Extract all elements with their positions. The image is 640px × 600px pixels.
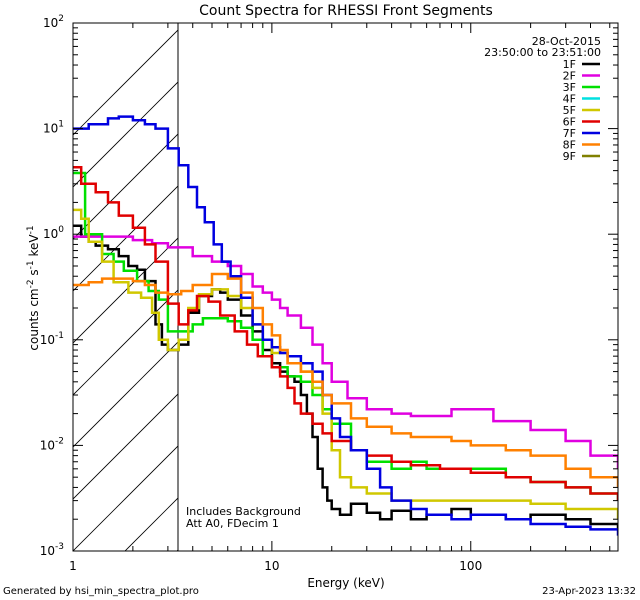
svg-text:counts cm-2 s-1 keV-1: counts cm-2 s-1 keV-1	[26, 225, 41, 350]
y-axis-label-text: counts cm	[27, 288, 41, 350]
annotation-attenuator: Att A0, FDecim 1	[186, 517, 279, 530]
hatch-line	[229, 23, 640, 551]
y-tick-label: 100	[43, 225, 64, 241]
x-axis-label: Energy (keV)	[307, 576, 384, 590]
series-2F	[73, 235, 618, 469]
y-tick-label: 101	[43, 120, 64, 136]
legend-label-1F: 1F	[563, 58, 576, 71]
hatch-line	[385, 23, 640, 551]
hatch-line	[593, 23, 640, 551]
series-group	[73, 115, 618, 536]
hatch-line	[73, 29, 178, 136]
series-7F	[73, 115, 618, 536]
x-tick-label: 100	[459, 559, 482, 573]
y-tick-label: 10-2	[40, 436, 64, 452]
annotation-background: Includes Background	[186, 505, 301, 518]
series-6F	[73, 166, 618, 501]
chart-title: Count Spectra for RHESSI Front Segments	[199, 3, 493, 19]
y-axis-label: counts cm-2 s-1 keV-1	[26, 225, 41, 350]
hatch-line	[73, 237, 178, 344]
axis-ticks: 1 10 100 10-3 10-2 10-1 100 101 102	[40, 14, 618, 573]
y-axis-unit-s: s	[27, 269, 41, 279]
legend-label-7F: 7F	[563, 127, 576, 140]
x-tick-label: 10	[264, 559, 279, 573]
series-3F	[73, 171, 618, 501]
hatch-line	[73, 81, 178, 188]
y-axis-exp-1: -2	[26, 279, 36, 288]
hatch-line	[281, 23, 640, 551]
series-8F	[73, 272, 618, 488]
y-axis-exp-2: -1	[26, 260, 36, 269]
y-axis-exp-3: -1	[26, 225, 36, 234]
hatch-line	[73, 289, 178, 396]
legend-label-3F: 3F	[563, 81, 576, 94]
hatch-line	[73, 133, 178, 240]
footer-timestamp: 23-Apr-2023 13:32	[542, 586, 636, 597]
hatch-line	[437, 23, 640, 551]
date-label: 28-Oct-2015	[532, 35, 601, 48]
legend-label-2F: 2F	[563, 70, 576, 83]
legend-label-5F: 5F	[563, 104, 576, 117]
hatch-line	[73, 445, 178, 551]
y-axis-unit-kev: keV	[27, 234, 41, 261]
time-range-label: 23:50:00 to 23:51:00	[484, 46, 601, 59]
y-tick-label: 10-1	[40, 331, 64, 347]
plot-frame	[72, 22, 619, 552]
legend-label-9F: 9F	[563, 150, 576, 163]
y-tick-label: 102	[43, 14, 64, 30]
legend-label-8F: 8F	[563, 139, 576, 152]
hatch-line	[73, 393, 178, 500]
legend-label-4F: 4F	[563, 93, 576, 106]
series-1F	[73, 224, 618, 530]
footer-generator: Generated by hsi_min_spectra_plot.pro	[3, 586, 199, 597]
legend-label-6F: 6F	[563, 116, 576, 129]
hatch-line	[73, 341, 178, 448]
hatch-line	[73, 185, 178, 292]
x-tick-label: 1	[69, 559, 77, 573]
hatched-region	[73, 23, 640, 551]
y-tick-label: 10-3	[40, 542, 64, 558]
